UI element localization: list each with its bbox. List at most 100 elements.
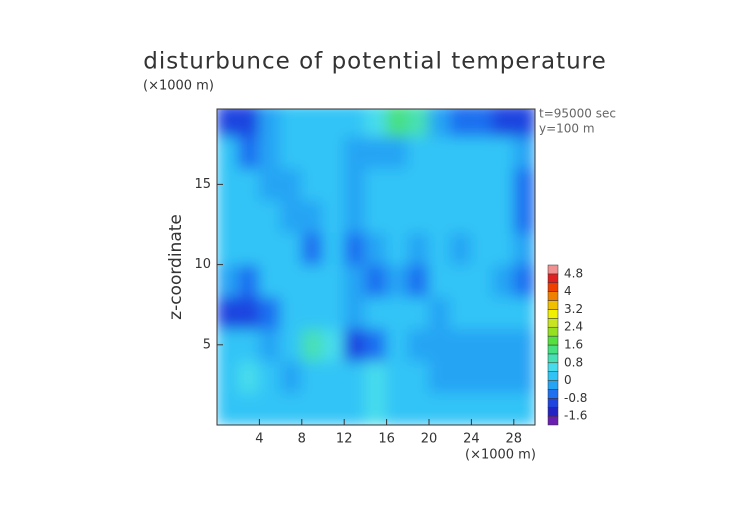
colorbar-tick-label: 3.2 <box>564 302 583 316</box>
field-cell <box>301 109 324 137</box>
field-cell <box>280 264 303 298</box>
colorbar-band <box>547 282 559 292</box>
field-cell <box>280 360 303 394</box>
field-cell <box>322 199 345 234</box>
field-cell <box>449 264 472 298</box>
field-cell <box>513 167 535 201</box>
field-cell <box>449 232 472 266</box>
field-cell <box>217 167 239 201</box>
field-cell <box>301 232 324 266</box>
field-cell <box>258 296 282 330</box>
field-cell <box>470 232 494 266</box>
colorbar-band <box>547 389 559 399</box>
field-cell <box>217 199 239 234</box>
field-cell <box>449 296 472 330</box>
field-cell <box>428 296 451 330</box>
field-cell <box>386 360 409 394</box>
field-cell <box>492 135 515 169</box>
field-cell <box>470 109 494 137</box>
field-cell <box>449 360 472 394</box>
field-cell <box>364 392 388 425</box>
field-cell <box>364 167 388 201</box>
colorbar-band <box>547 264 559 275</box>
x-tick-label: 28 <box>506 432 523 447</box>
field-cell <box>364 135 388 169</box>
x-tick-label: 12 <box>336 432 353 447</box>
field-cell <box>237 328 260 362</box>
field-cell <box>428 392 451 425</box>
field-cell <box>407 360 430 394</box>
field-cell <box>217 264 239 298</box>
field-cell <box>343 392 366 425</box>
field-cell <box>343 109 366 137</box>
field-cell <box>407 135 430 169</box>
field-cell <box>280 232 303 266</box>
field-cell <box>301 360 324 394</box>
field-cell <box>217 109 239 137</box>
field-cell <box>237 135 260 169</box>
field-cell <box>217 360 239 394</box>
field-cell <box>428 167 451 201</box>
field-cell <box>407 328 430 362</box>
field-cell <box>513 135 535 169</box>
field-cell <box>322 328 345 362</box>
field-cell <box>386 109 409 137</box>
field-cell <box>217 328 239 362</box>
field-cell <box>301 199 324 234</box>
field-cell <box>237 232 260 266</box>
field-cell <box>449 328 472 362</box>
field-cell <box>322 360 345 394</box>
field-cell <box>258 232 282 266</box>
field-cell <box>513 392 535 425</box>
y-axis-label: z-coordinate <box>166 214 186 320</box>
colorbar-band <box>547 415 559 426</box>
field-cell <box>280 109 303 137</box>
annotation: y=100 m <box>539 122 595 136</box>
colorbar-tick-label: 0 <box>564 373 572 387</box>
field-cell <box>280 167 303 201</box>
colorbar-tick-label: -0.8 <box>564 391 587 405</box>
field-cell <box>449 167 472 201</box>
y-unit-label: (×1000 m) <box>143 79 214 94</box>
field-cell <box>343 328 366 362</box>
field-cell <box>386 392 409 425</box>
colorbar-tick-label: 2.4 <box>564 320 583 334</box>
field-cell <box>217 232 239 266</box>
y-tick-label: 10 <box>194 257 211 272</box>
field-cell <box>492 328 515 362</box>
field-cell <box>322 167 345 201</box>
field-cell <box>492 199 515 234</box>
field-cell <box>513 109 535 137</box>
colorbar-band <box>547 380 559 390</box>
field-cell <box>513 199 535 234</box>
field-cell <box>428 232 451 266</box>
colorbar-band <box>547 326 559 337</box>
field-cell <box>449 109 472 137</box>
colorbar-tick-label: 1.6 <box>564 338 583 352</box>
field-cell <box>470 264 494 298</box>
field-cell <box>449 392 472 425</box>
plot-frame <box>216 108 536 426</box>
colorbar-band <box>547 398 559 408</box>
field-cell <box>258 392 282 425</box>
field-cell <box>428 135 451 169</box>
field-cell <box>470 392 494 425</box>
field-cell <box>258 109 282 137</box>
colorbar-band <box>547 371 559 381</box>
field-cell <box>322 232 345 266</box>
field-cell <box>492 360 515 394</box>
field-cell <box>407 264 430 298</box>
field-cell <box>492 392 515 425</box>
field-cell <box>513 264 535 298</box>
field-cell <box>386 296 409 330</box>
field-cells <box>217 109 535 425</box>
field-cell <box>217 392 239 425</box>
field-cell <box>217 296 239 330</box>
field-cell <box>428 109 451 137</box>
colorbar-tick-label: -1.6 <box>564 409 587 423</box>
field-cell <box>258 199 282 234</box>
field-cell <box>258 167 282 201</box>
field-cell <box>237 199 260 234</box>
field-cell <box>343 232 366 266</box>
